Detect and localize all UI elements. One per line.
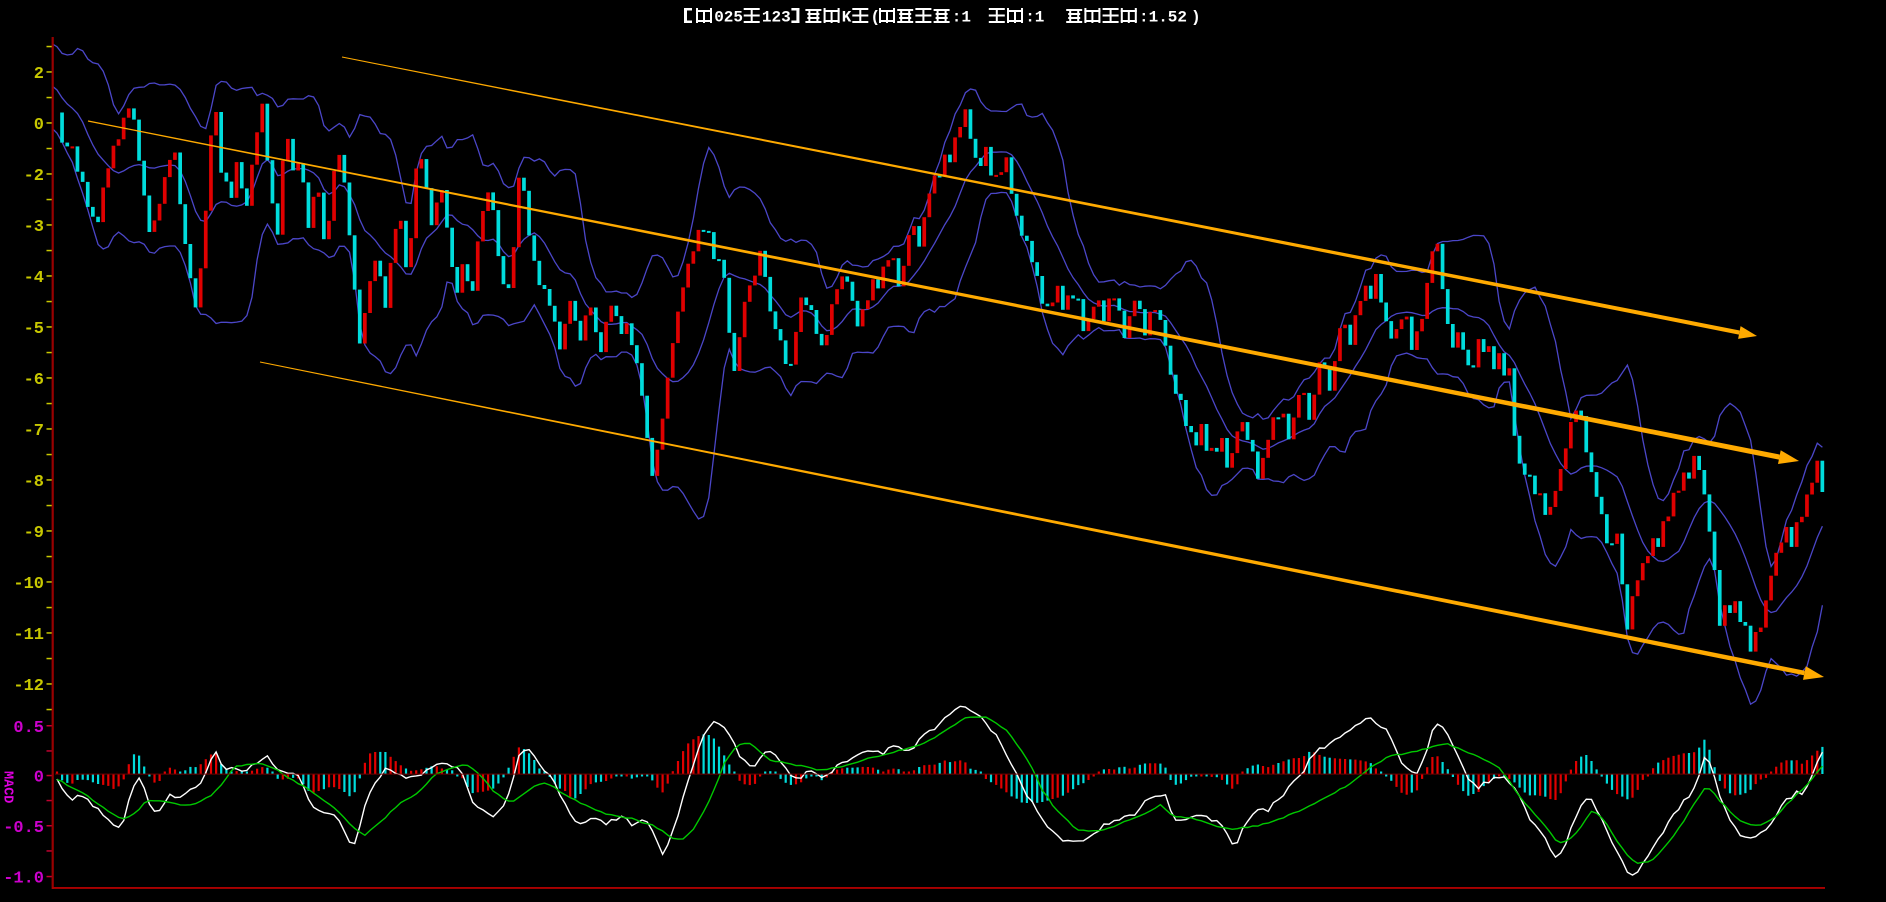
- svg-text:123: 123: [762, 9, 791, 27]
- svg-text:MACD: MACD: [0, 771, 15, 803]
- svg-text:-7: -7: [24, 422, 44, 441]
- svg-text:-4: -4: [24, 269, 44, 288]
- svg-text:-0.5: -0.5: [3, 819, 44, 838]
- svg-text:K: K: [842, 9, 852, 27]
- svg-text:-10: -10: [13, 575, 44, 594]
- svg-text::1: :1: [952, 9, 971, 27]
- svg-text::1: :1: [1025, 9, 1044, 27]
- svg-text:0: 0: [34, 116, 44, 135]
- svg-text:0.5: 0.5: [13, 719, 44, 738]
- svg-text:-12: -12: [13, 677, 44, 696]
- svg-text:-2: -2: [24, 167, 44, 186]
- svg-text:-11: -11: [13, 626, 44, 645]
- svg-text:025: 025: [714, 9, 743, 27]
- svg-text:): ): [1191, 9, 1201, 27]
- svg-text:2: 2: [34, 65, 44, 84]
- svg-text:(: (: [871, 9, 881, 27]
- svg-text:-9: -9: [24, 524, 44, 543]
- svg-text:-1.0: -1.0: [3, 870, 44, 889]
- svg-text:-5: -5: [24, 320, 44, 339]
- svg-text:-8: -8: [24, 473, 44, 492]
- svg-text::1.52: :1.52: [1139, 9, 1187, 27]
- svg-text:0: 0: [34, 769, 44, 788]
- svg-text:-6: -6: [24, 371, 44, 390]
- svg-text:-3: -3: [24, 218, 44, 237]
